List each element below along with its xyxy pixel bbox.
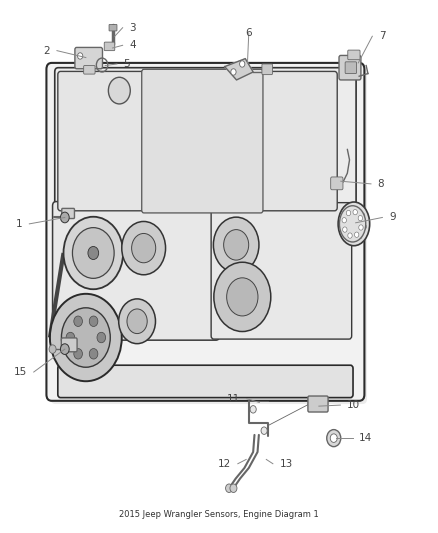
Circle shape xyxy=(119,299,155,344)
FancyBboxPatch shape xyxy=(58,71,194,211)
Text: 6: 6 xyxy=(245,28,252,38)
Text: 12: 12 xyxy=(218,459,231,469)
Text: 10: 10 xyxy=(347,400,360,410)
FancyBboxPatch shape xyxy=(104,42,115,51)
Circle shape xyxy=(341,218,346,223)
Circle shape xyxy=(49,345,56,353)
FancyBboxPatch shape xyxy=(142,69,263,213)
Circle shape xyxy=(250,406,256,413)
Circle shape xyxy=(108,77,130,104)
Circle shape xyxy=(88,246,99,260)
Text: 11: 11 xyxy=(227,394,240,403)
FancyBboxPatch shape xyxy=(84,66,95,74)
Circle shape xyxy=(240,61,245,67)
Circle shape xyxy=(78,53,83,59)
FancyBboxPatch shape xyxy=(262,64,272,75)
Circle shape xyxy=(213,217,259,272)
Circle shape xyxy=(350,236,354,241)
Circle shape xyxy=(122,222,166,274)
Circle shape xyxy=(354,232,359,237)
FancyBboxPatch shape xyxy=(211,203,352,339)
Text: 8: 8 xyxy=(378,179,384,189)
FancyBboxPatch shape xyxy=(75,47,102,69)
Circle shape xyxy=(60,344,69,354)
Circle shape xyxy=(66,332,75,343)
Text: 2015 Jeep Wrangler Sensors, Engine Diagram 1: 2015 Jeep Wrangler Sensors, Engine Diagr… xyxy=(119,510,319,519)
FancyBboxPatch shape xyxy=(348,50,360,60)
FancyBboxPatch shape xyxy=(331,177,343,190)
FancyBboxPatch shape xyxy=(55,68,356,223)
Text: 3: 3 xyxy=(129,23,136,33)
Text: 15: 15 xyxy=(14,367,27,377)
Circle shape xyxy=(360,213,365,219)
Circle shape xyxy=(61,308,110,367)
Circle shape xyxy=(89,349,98,359)
FancyBboxPatch shape xyxy=(53,201,219,340)
Circle shape xyxy=(261,427,267,434)
Circle shape xyxy=(226,278,258,316)
Circle shape xyxy=(342,217,346,223)
Circle shape xyxy=(214,262,271,332)
Circle shape xyxy=(72,228,114,278)
Circle shape xyxy=(359,225,363,230)
Circle shape xyxy=(343,229,347,235)
Circle shape xyxy=(127,309,147,334)
Circle shape xyxy=(348,233,352,238)
Circle shape xyxy=(230,484,237,492)
Text: 4: 4 xyxy=(129,41,136,50)
Text: 13: 13 xyxy=(279,459,293,469)
Ellipse shape xyxy=(338,202,370,246)
Circle shape xyxy=(353,209,357,215)
Circle shape xyxy=(97,332,106,343)
Circle shape xyxy=(362,224,367,230)
Circle shape xyxy=(343,227,347,232)
Text: 5: 5 xyxy=(124,59,130,69)
Text: 14: 14 xyxy=(359,433,372,443)
Circle shape xyxy=(327,430,341,447)
Text: 2: 2 xyxy=(44,46,50,55)
Circle shape xyxy=(231,69,236,75)
Circle shape xyxy=(330,434,337,442)
Circle shape xyxy=(346,209,350,214)
FancyBboxPatch shape xyxy=(61,338,77,352)
Circle shape xyxy=(60,212,69,223)
Circle shape xyxy=(358,215,363,221)
FancyBboxPatch shape xyxy=(345,62,357,74)
Circle shape xyxy=(354,207,358,212)
Circle shape xyxy=(131,233,156,263)
FancyBboxPatch shape xyxy=(339,55,361,80)
FancyBboxPatch shape xyxy=(201,71,337,211)
Circle shape xyxy=(50,294,122,381)
FancyBboxPatch shape xyxy=(308,396,328,412)
Text: 7: 7 xyxy=(379,31,385,41)
FancyBboxPatch shape xyxy=(62,208,74,219)
Text: 9: 9 xyxy=(389,213,396,222)
Circle shape xyxy=(357,233,362,239)
FancyBboxPatch shape xyxy=(109,25,117,31)
Polygon shape xyxy=(225,59,253,80)
Circle shape xyxy=(64,217,123,289)
Circle shape xyxy=(74,349,82,359)
FancyBboxPatch shape xyxy=(51,68,367,404)
FancyBboxPatch shape xyxy=(58,365,353,398)
Circle shape xyxy=(226,484,233,492)
FancyBboxPatch shape xyxy=(46,63,364,401)
Circle shape xyxy=(74,316,82,327)
Text: 1: 1 xyxy=(16,219,23,229)
Circle shape xyxy=(346,211,351,216)
Circle shape xyxy=(89,316,98,327)
Circle shape xyxy=(224,230,249,260)
Ellipse shape xyxy=(339,206,366,242)
